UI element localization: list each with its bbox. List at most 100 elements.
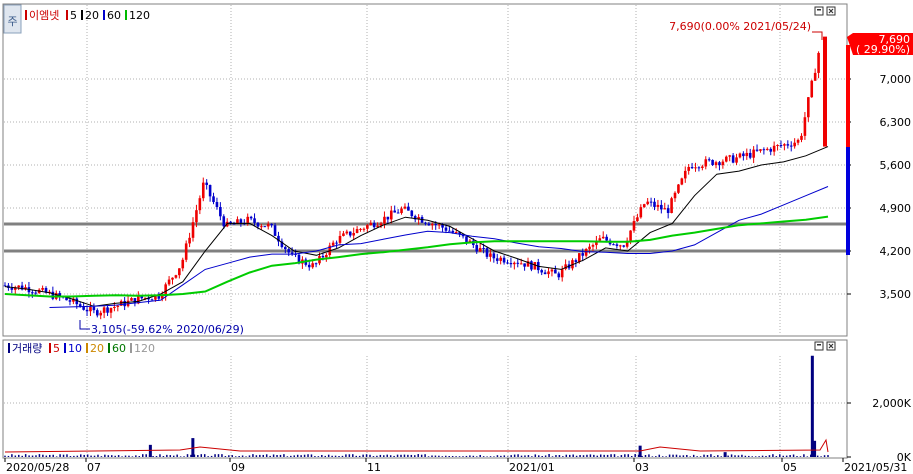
candle-body	[581, 253, 585, 256]
candle-body	[738, 153, 742, 158]
candle-body	[619, 245, 622, 247]
candle-body	[516, 262, 520, 264]
candle-body	[783, 144, 786, 146]
candle-body	[195, 210, 198, 223]
candle-body	[615, 244, 619, 246]
candle-body	[649, 201, 653, 203]
candle-body	[253, 218, 256, 223]
legend-label: 20	[90, 342, 104, 355]
y-tick-label: 4,200	[880, 245, 912, 258]
candle-body	[523, 263, 526, 267]
daily-range-down	[846, 147, 850, 255]
candle-body	[266, 223, 270, 227]
candle-body	[348, 231, 352, 236]
candle-body	[574, 260, 578, 262]
candle-body	[731, 155, 735, 163]
candle-body	[297, 254, 301, 264]
maximize-icon[interactable]	[814, 341, 824, 351]
legend-swatch	[8, 343, 10, 353]
candle-body	[328, 245, 332, 256]
candle-body	[724, 156, 728, 162]
candle-body	[489, 253, 492, 257]
candle-body	[85, 309, 89, 312]
candle-body	[588, 246, 591, 250]
candle-body	[687, 166, 690, 171]
panel-toggle-button[interactable]	[3, 4, 22, 34]
candle-body	[284, 247, 287, 250]
close-icon-glyph	[828, 343, 834, 349]
candle-body	[752, 149, 755, 158]
candle-body	[547, 271, 550, 275]
candle-body	[338, 235, 342, 243]
high-annotation: 7,690(0.00% 2021/05/24)	[669, 20, 811, 33]
candle-body	[434, 224, 438, 226]
candle-body	[393, 210, 396, 213]
candle-body	[290, 252, 294, 254]
candle-body	[17, 285, 20, 288]
close-icon-glyph	[828, 8, 834, 14]
candle-body	[697, 167, 701, 169]
candle-body	[701, 166, 704, 168]
candle-body	[748, 152, 752, 158]
candle-body	[236, 219, 239, 224]
candle-body	[403, 206, 407, 209]
candle-body	[386, 216, 390, 220]
candle-body	[468, 240, 472, 243]
candle-body	[673, 192, 677, 199]
candle-body	[369, 222, 373, 226]
candle-body	[24, 287, 27, 290]
candle-body	[492, 253, 496, 259]
volume-average-lines	[4, 438, 829, 453]
candle-body	[533, 262, 537, 270]
candle-body	[325, 255, 328, 258]
candle-body	[735, 157, 738, 163]
legend-swatch	[125, 10, 127, 20]
legend-swatch	[66, 10, 68, 20]
candle-body	[755, 149, 759, 151]
candle-body	[383, 216, 386, 224]
candle-body	[167, 279, 171, 285]
x-tick-label: 2021/05/31	[844, 461, 907, 474]
candle-body	[543, 272, 547, 275]
legend-swatch	[86, 343, 88, 353]
volume-spike	[148, 444, 152, 457]
legend-label: 10	[68, 342, 82, 355]
candle-body	[78, 304, 82, 307]
candle-body	[263, 226, 267, 228]
candle-body	[130, 298, 133, 301]
candle-body	[379, 223, 383, 226]
y-tick-label: 5,600	[880, 159, 912, 172]
candle-body	[188, 237, 191, 244]
candle-body	[219, 207, 222, 217]
maximize-icon[interactable]	[814, 6, 824, 16]
candle-body	[601, 236, 605, 239]
low-annotation-pointer	[79, 320, 90, 330]
candle-body	[92, 306, 96, 311]
candle-body	[277, 235, 280, 242]
y-tick-label: 3,500	[880, 288, 912, 301]
candle-body	[714, 162, 718, 166]
candle-body	[102, 307, 106, 313]
candle-body	[89, 306, 92, 312]
candle-body	[485, 248, 489, 257]
candle-body	[119, 300, 123, 306]
candle-body	[711, 159, 714, 166]
candle-body	[557, 273, 561, 278]
candle-body	[184, 243, 188, 260]
candle-body	[410, 210, 414, 217]
candle-body	[427, 223, 431, 226]
candle-body	[181, 259, 185, 269]
candle-body	[160, 295, 164, 299]
candle-body	[786, 144, 790, 146]
candle-body	[109, 308, 113, 313]
candle-body	[345, 231, 349, 234]
candle-body	[441, 224, 444, 228]
candle-body	[482, 248, 485, 250]
x-tick-label: 11	[367, 461, 381, 474]
grid	[4, 5, 846, 457]
legend-label: 60	[112, 342, 126, 355]
candle-body	[591, 245, 595, 247]
date-axis: 2020/05/28 07 09 11 2021/01 03 05 2021/05/31	[4, 458, 907, 474]
candle-body	[157, 294, 161, 299]
candle-body	[65, 297, 68, 301]
